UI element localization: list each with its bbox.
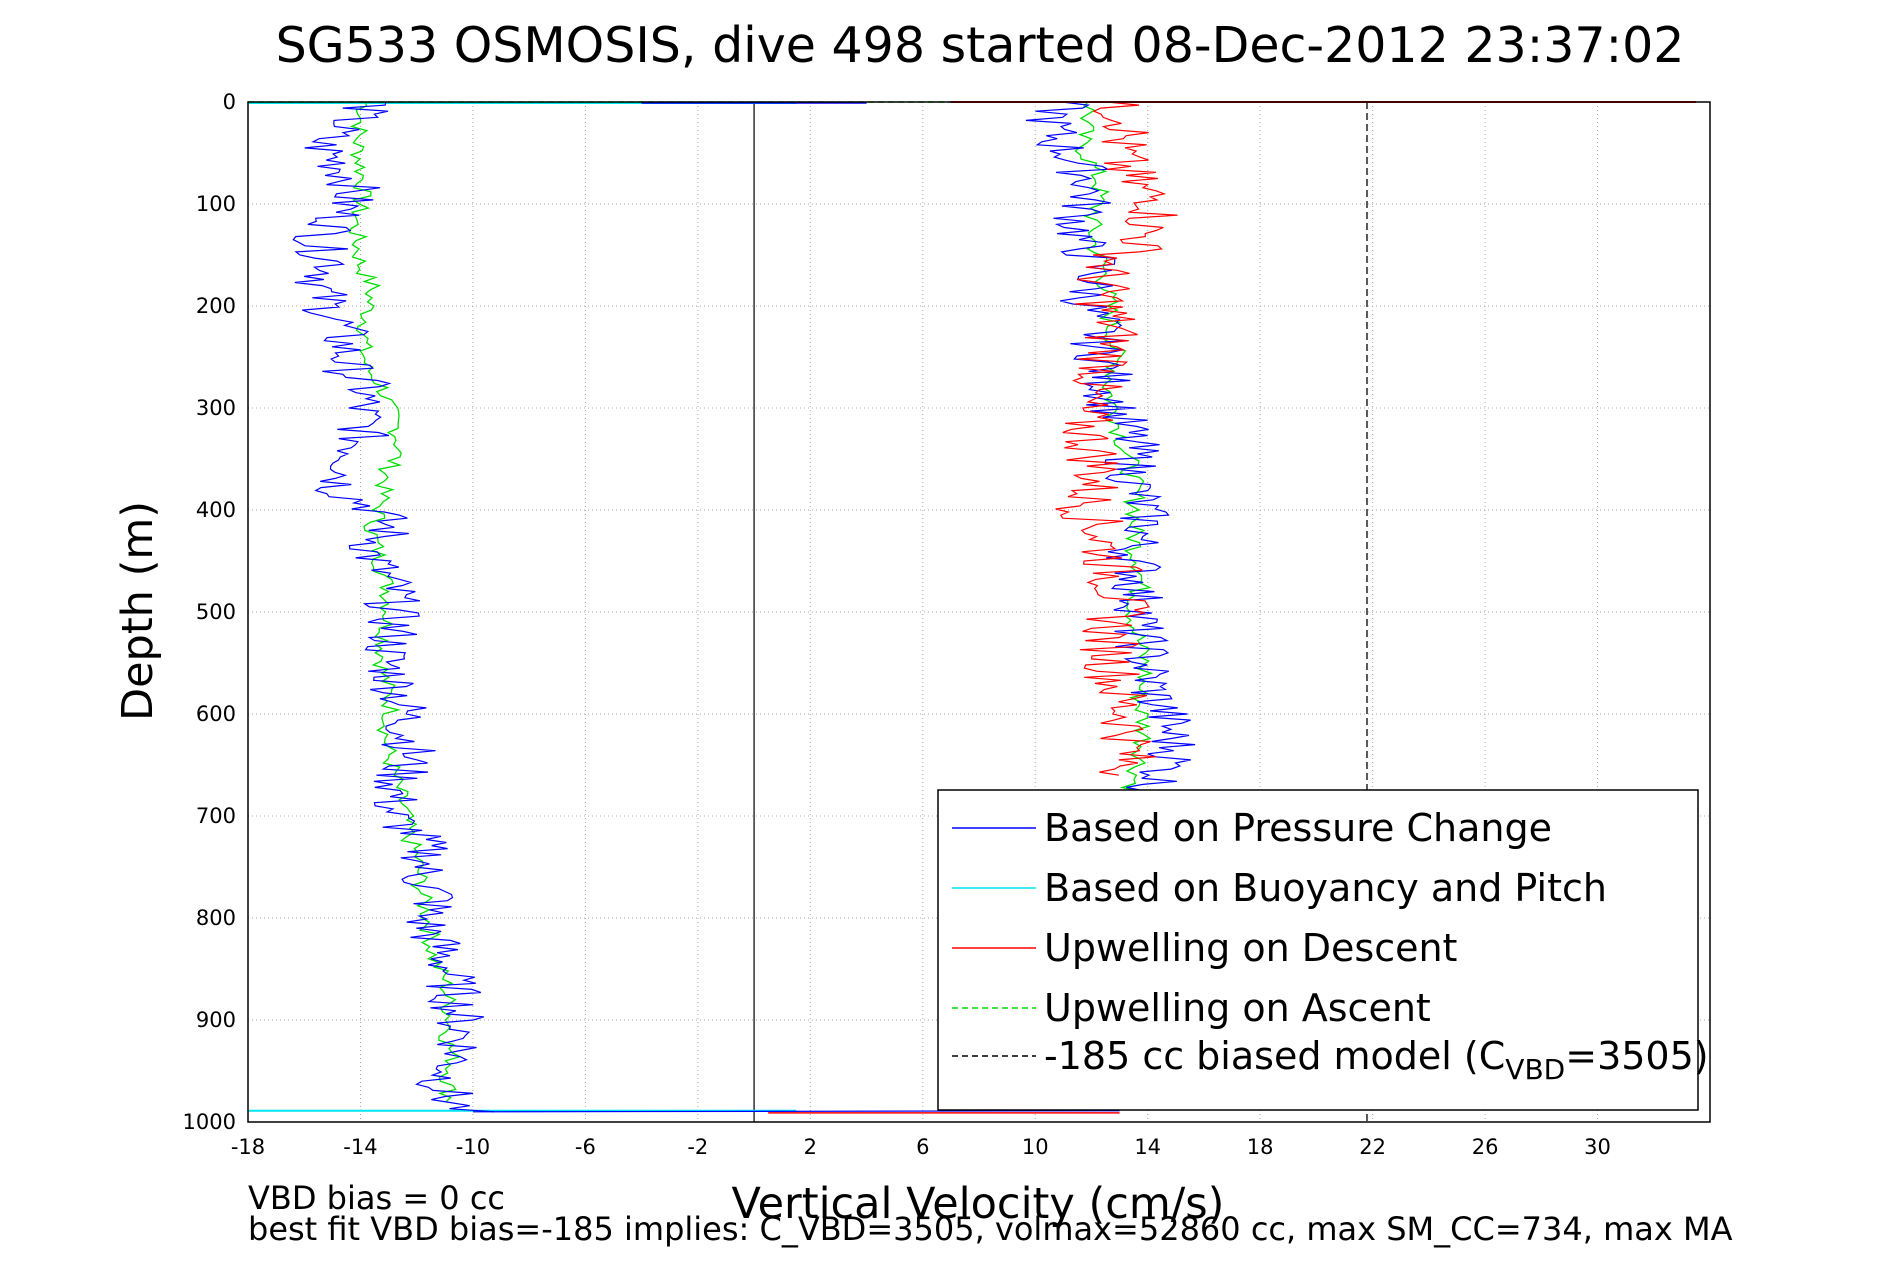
x-axis-label: Vertical Velocity (cm/s) (732, 1179, 1225, 1229)
y-tick-label: 200 (196, 294, 236, 318)
x-tick-label: 18 (1247, 1135, 1274, 1159)
series-upwelling-descent (1055, 101, 1178, 776)
x-tick-label: -6 (575, 1135, 596, 1159)
x-tick-label: -14 (343, 1135, 377, 1159)
y-tick-label: 500 (196, 600, 236, 624)
y-axis-label: Depth (m) (113, 501, 163, 721)
series-upwelling-ascent-ascent-side (1074, 101, 1154, 797)
series-pressure-change-descent (292, 101, 495, 1113)
y-tick-label: 700 (196, 804, 236, 828)
y-tick-label: 600 (196, 702, 236, 726)
legend-label: Upwelling on Descent (1044, 926, 1457, 970)
legend-label: -185 cc biased model (CVBD=3505) (1044, 1034, 1709, 1086)
x-tick-label: 6 (916, 1135, 929, 1159)
best-fit-note: best fit VBD bias=-185 implies: C_VBD=35… (248, 1210, 1733, 1248)
x-tick-label: 30 (1584, 1135, 1611, 1159)
y-tick-labels: 0 100 200 300 400 500 600 700 800 900 1000 (183, 90, 236, 1134)
y-tick-label: 300 (196, 396, 236, 420)
y-tick-label: 100 (196, 192, 236, 216)
x-tick-label: 26 (1472, 1135, 1499, 1159)
series-upwelling-ascent-descent-side (348, 101, 462, 1103)
x-tick-label: -10 (456, 1135, 490, 1159)
legend-label: Upwelling on Ascent (1044, 986, 1431, 1030)
x-tick-label: 14 (1134, 1135, 1161, 1159)
y-tick-label: 400 (196, 498, 236, 522)
y-tick-label: 1000 (183, 1110, 236, 1134)
legend-label-subscript: VBD (1505, 1053, 1565, 1086)
legend-label-main: -185 cc biased model (C (1044, 1034, 1505, 1078)
x-tick-label: 22 (1359, 1135, 1386, 1159)
vbd-bias-note: VBD bias = 0 cc (248, 1179, 505, 1217)
y-tick-label: 800 (196, 906, 236, 930)
x-tick-label: -18 (231, 1135, 265, 1159)
legend-box (937, 789, 1699, 1111)
x-tick-label: 10 (1022, 1135, 1049, 1159)
legend-label: Based on Pressure Change (1044, 806, 1552, 850)
legend-label-tail: =3505) (1565, 1034, 1708, 1078)
x-tick-label: -2 (687, 1135, 708, 1159)
chart-title: SG533 OSMOSIS, dive 498 started 08-Dec-2… (276, 17, 1685, 74)
series-pressure-change-bottom (472, 1110, 1120, 1113)
plot-frame (247, 101, 1711, 1123)
y-tick-label: 900 (196, 1008, 236, 1032)
y-tick-label: 0 (223, 90, 236, 114)
x-tick-labels: -18 -14 -10 -6 -2 2 6 10 14 18 22 26 30 (231, 1135, 1611, 1159)
x-tick-label: 2 (804, 1135, 817, 1159)
legend: Based on Pressure Change Based on Buoyanc… (937, 789, 1709, 1111)
legend-label: Based on Buoyancy and Pitch (1044, 866, 1607, 910)
series-pressure-change-ascent (1025, 101, 1196, 795)
